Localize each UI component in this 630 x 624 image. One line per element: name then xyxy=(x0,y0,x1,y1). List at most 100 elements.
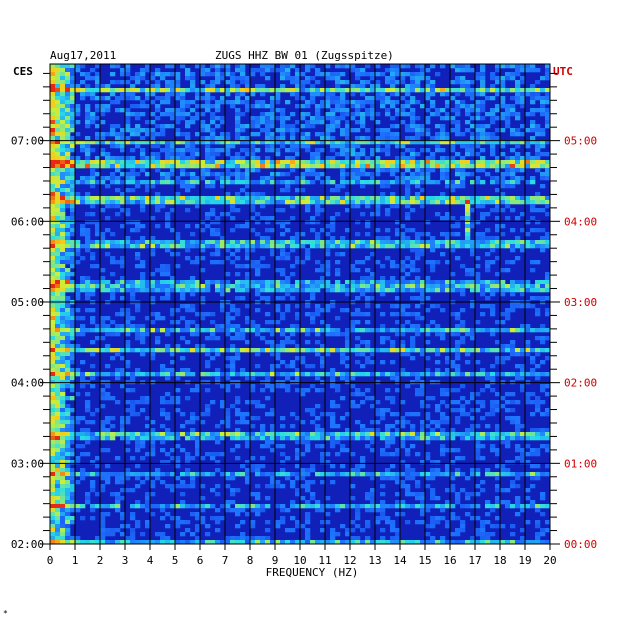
heatmap-cell xyxy=(335,152,341,157)
heatmap-cell xyxy=(490,280,496,285)
heatmap-cell xyxy=(500,196,506,201)
heatmap-cell xyxy=(200,372,206,377)
heatmap-cell xyxy=(510,112,516,117)
heatmap-cell xyxy=(450,180,456,185)
heatmap-cell xyxy=(160,240,166,245)
heatmap-cell xyxy=(130,284,136,289)
heatmap-cell xyxy=(510,420,516,425)
heatmap-cell xyxy=(75,392,81,397)
heatmap-cell xyxy=(205,200,211,205)
heatmap-cell xyxy=(470,172,476,177)
heatmap-cell xyxy=(155,192,161,197)
heatmap-cell xyxy=(345,64,351,69)
heatmap-cell xyxy=(50,180,56,185)
heatmap-cell xyxy=(140,440,146,445)
heatmap-cell xyxy=(255,328,261,333)
heatmap-cell xyxy=(300,288,306,293)
heatmap-cell xyxy=(185,68,191,73)
heatmap-cell xyxy=(160,440,166,445)
heatmap-cell xyxy=(520,424,526,429)
heatmap-cell xyxy=(335,144,341,149)
heatmap-cell xyxy=(330,180,336,185)
heatmap-cell xyxy=(130,372,136,377)
heatmap-cell xyxy=(120,132,126,137)
heatmap-cell xyxy=(320,320,326,325)
heatmap-cell xyxy=(520,280,526,285)
heatmap-cell xyxy=(65,148,71,153)
heatmap-cell xyxy=(535,396,541,401)
heatmap-cell xyxy=(400,164,406,169)
heatmap-cell xyxy=(185,468,191,473)
heatmap-cell xyxy=(365,360,371,365)
heatmap-cell xyxy=(90,212,96,217)
heatmap-cell xyxy=(60,380,66,385)
heatmap-cell xyxy=(310,116,316,121)
heatmap-cell xyxy=(425,424,431,429)
heatmap-cell xyxy=(65,312,71,317)
heatmap-cell xyxy=(165,264,171,269)
heatmap-cell xyxy=(520,176,526,181)
heatmap-cell xyxy=(65,396,71,401)
heatmap-cell xyxy=(440,428,446,433)
heatmap-cell xyxy=(340,200,346,205)
heatmap-cell xyxy=(510,260,516,265)
heatmap-cell xyxy=(400,268,406,273)
heatmap-cell xyxy=(505,328,511,333)
heatmap-cell xyxy=(175,96,181,101)
heatmap-cell xyxy=(420,196,426,201)
heatmap-cell xyxy=(515,280,521,285)
heatmap-cell xyxy=(275,356,281,361)
heatmap-cell xyxy=(180,164,186,169)
heatmap-cell xyxy=(340,112,346,117)
heatmap-cell xyxy=(240,92,246,97)
heatmap-cell xyxy=(445,196,451,201)
heatmap-cell xyxy=(235,372,241,377)
heatmap-cell xyxy=(180,64,186,69)
heatmap-cell xyxy=(395,412,401,417)
heatmap-cell xyxy=(460,216,466,221)
heatmap-cell xyxy=(90,92,96,97)
heatmap-cell xyxy=(495,108,501,113)
heatmap-cell xyxy=(405,236,411,241)
heatmap-cell xyxy=(250,164,256,169)
heatmap-cell xyxy=(295,120,301,125)
heatmap-cell xyxy=(375,304,381,309)
heatmap-cell xyxy=(120,384,126,389)
heatmap-cell xyxy=(330,224,336,229)
heatmap-cell xyxy=(355,168,361,173)
heatmap-cell xyxy=(230,436,236,441)
heatmap-cell xyxy=(335,332,341,337)
heatmap-cell xyxy=(85,288,91,293)
heatmap-cell xyxy=(405,64,411,69)
heatmap-cell xyxy=(85,84,91,89)
heatmap-cell xyxy=(65,248,71,253)
heatmap-cell xyxy=(540,200,546,205)
heatmap-cell xyxy=(460,84,466,89)
heatmap-cell xyxy=(210,228,216,233)
heatmap-cell xyxy=(280,468,286,473)
heatmap-cell xyxy=(125,88,131,93)
heatmap-cell xyxy=(200,344,206,349)
heatmap-cell xyxy=(405,188,411,193)
heatmap-cell xyxy=(415,116,421,121)
heatmap-cell xyxy=(125,140,131,145)
heatmap-cell xyxy=(65,176,71,181)
heatmap-cell xyxy=(245,372,251,377)
heatmap-cell xyxy=(500,232,506,237)
heatmap-cell xyxy=(280,68,286,73)
heatmap-cell xyxy=(250,416,256,421)
heatmap-cell xyxy=(130,456,136,461)
heatmap-cell xyxy=(100,196,106,201)
heatmap-cell xyxy=(130,348,136,353)
heatmap-cell xyxy=(420,316,426,321)
heatmap-cell xyxy=(445,140,451,145)
heatmap-cell xyxy=(135,80,141,85)
heatmap-cell xyxy=(155,372,161,377)
heatmap-cell xyxy=(60,388,66,393)
heatmap-cell xyxy=(545,296,551,301)
heatmap-cell xyxy=(130,388,136,393)
heatmap-cell xyxy=(480,204,486,209)
heatmap-cell xyxy=(455,340,461,345)
heatmap-cell xyxy=(360,424,366,429)
heatmap-cell xyxy=(210,152,216,157)
